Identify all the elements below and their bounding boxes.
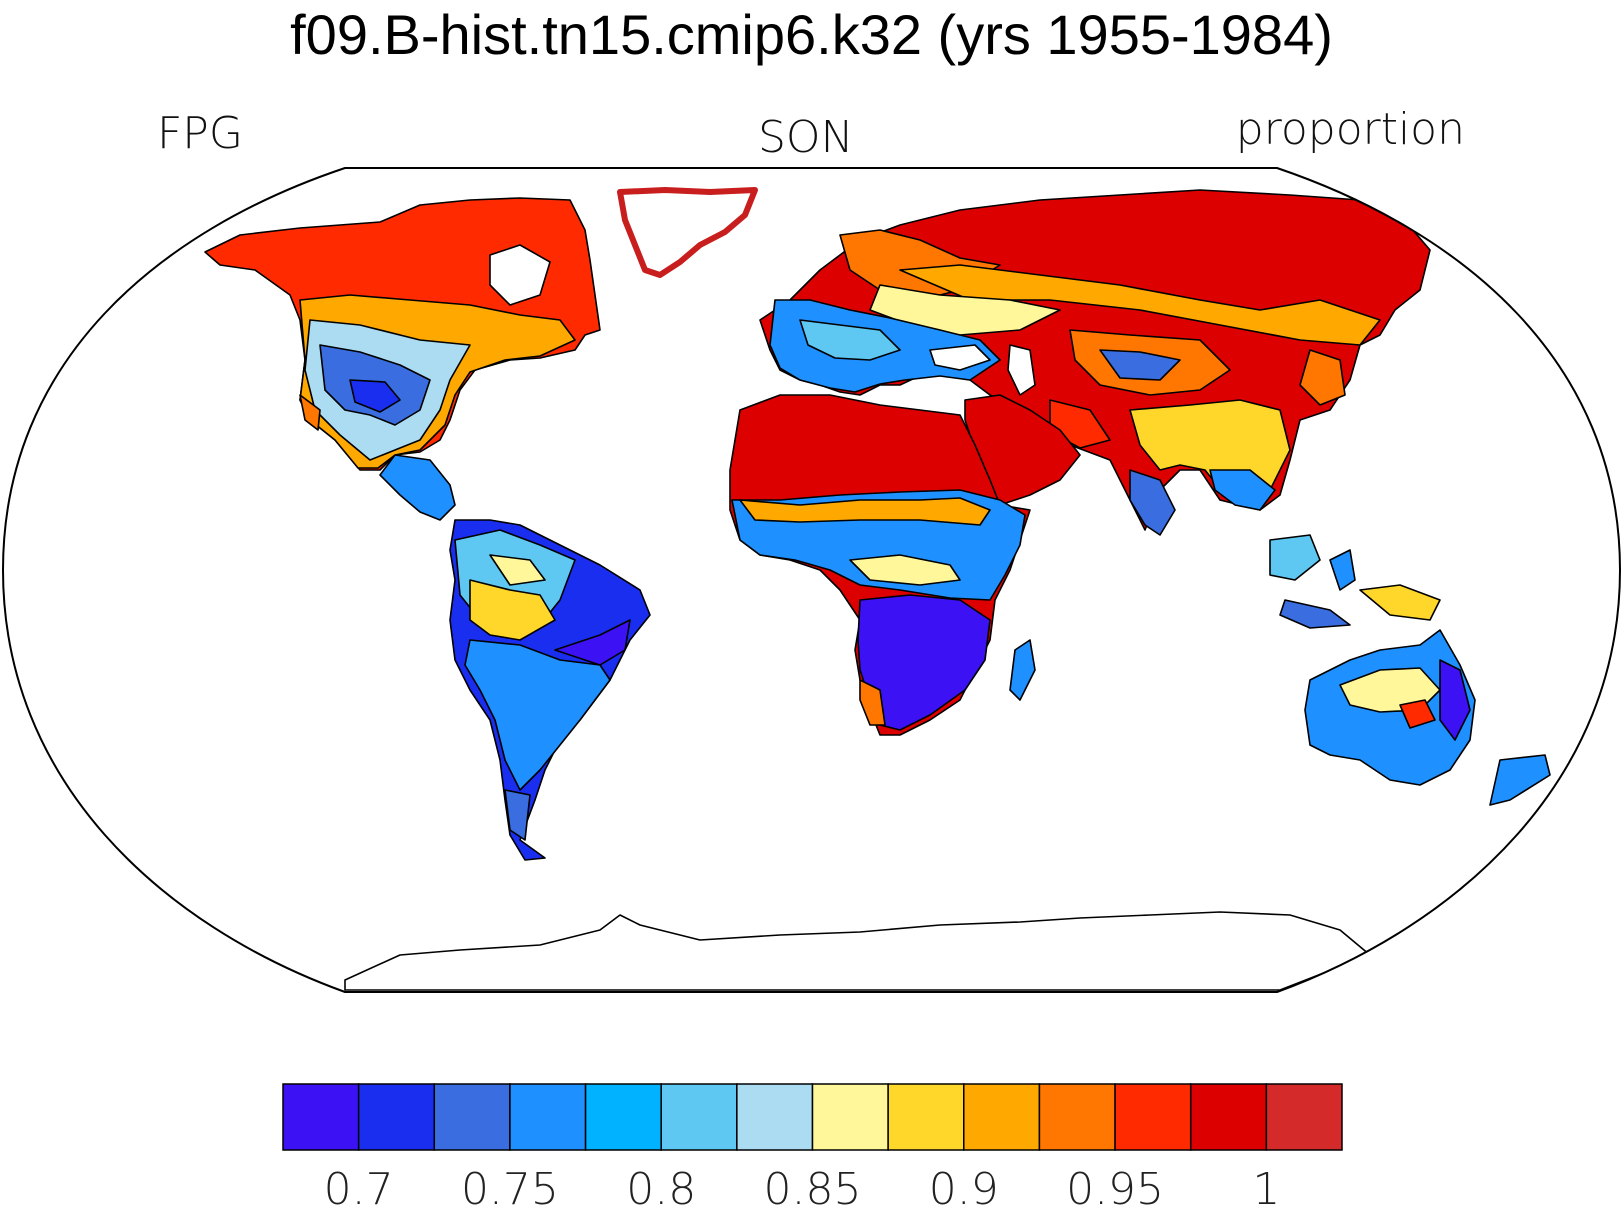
colorbar-tick-label: 0.85 xyxy=(763,1164,862,1215)
colorbar-swatch xyxy=(433,1083,511,1151)
season-label: SON xyxy=(758,112,854,163)
plot-title: f09.B-hist.tn15.cmip6.k32 (yrs 1955-1984… xyxy=(290,3,1333,66)
colorbar-tick-labels: 0.7 0.75 0.8 0.85 0.9 0.95 1 xyxy=(0,1168,1623,1212)
maritime-asia xyxy=(1269,534,1441,629)
variable-label: FPG xyxy=(157,108,243,159)
colorbar-tick-label: 0.75 xyxy=(460,1164,559,1215)
colorbar-swatch xyxy=(357,1083,436,1151)
units-label: proportion xyxy=(1235,104,1465,155)
hudson-bay xyxy=(489,244,551,306)
colorbar-tick-label: 1 xyxy=(1252,1164,1281,1215)
colorbar-tick-label: 0.9 xyxy=(928,1164,999,1215)
world-map xyxy=(1,167,1622,993)
map-border xyxy=(1,167,1622,993)
colorbar-swatch xyxy=(1114,1083,1192,1151)
colorbar-swatch xyxy=(1038,1083,1116,1151)
colorbar-swatch xyxy=(1189,1083,1268,1151)
africa xyxy=(729,394,1036,736)
colorbar-swatch xyxy=(282,1083,360,1151)
colorbar xyxy=(282,1083,1343,1151)
caspian-sea xyxy=(1007,344,1036,396)
eurasia xyxy=(759,189,1431,536)
colorbar-tick-label: 0.8 xyxy=(626,1164,697,1215)
colorbar-swatch xyxy=(963,1083,1041,1151)
colorbar-swatch xyxy=(736,1083,814,1151)
colorbar-tick-label: 0.7 xyxy=(323,1164,394,1215)
greenland xyxy=(617,187,758,278)
colorbar-tick-label: 0.95 xyxy=(1066,1164,1165,1215)
colorbar-swatch xyxy=(584,1083,662,1151)
south-america xyxy=(449,519,651,861)
colorbar-swatch xyxy=(811,1083,889,1151)
colorbar-swatch xyxy=(1265,1083,1343,1151)
colorbar-swatch xyxy=(509,1083,587,1151)
australia xyxy=(1304,629,1551,806)
black-sea xyxy=(929,344,991,371)
colorbar-swatch xyxy=(660,1083,738,1151)
colorbar-swatch xyxy=(887,1083,965,1151)
antarctica-coast xyxy=(344,911,1371,991)
